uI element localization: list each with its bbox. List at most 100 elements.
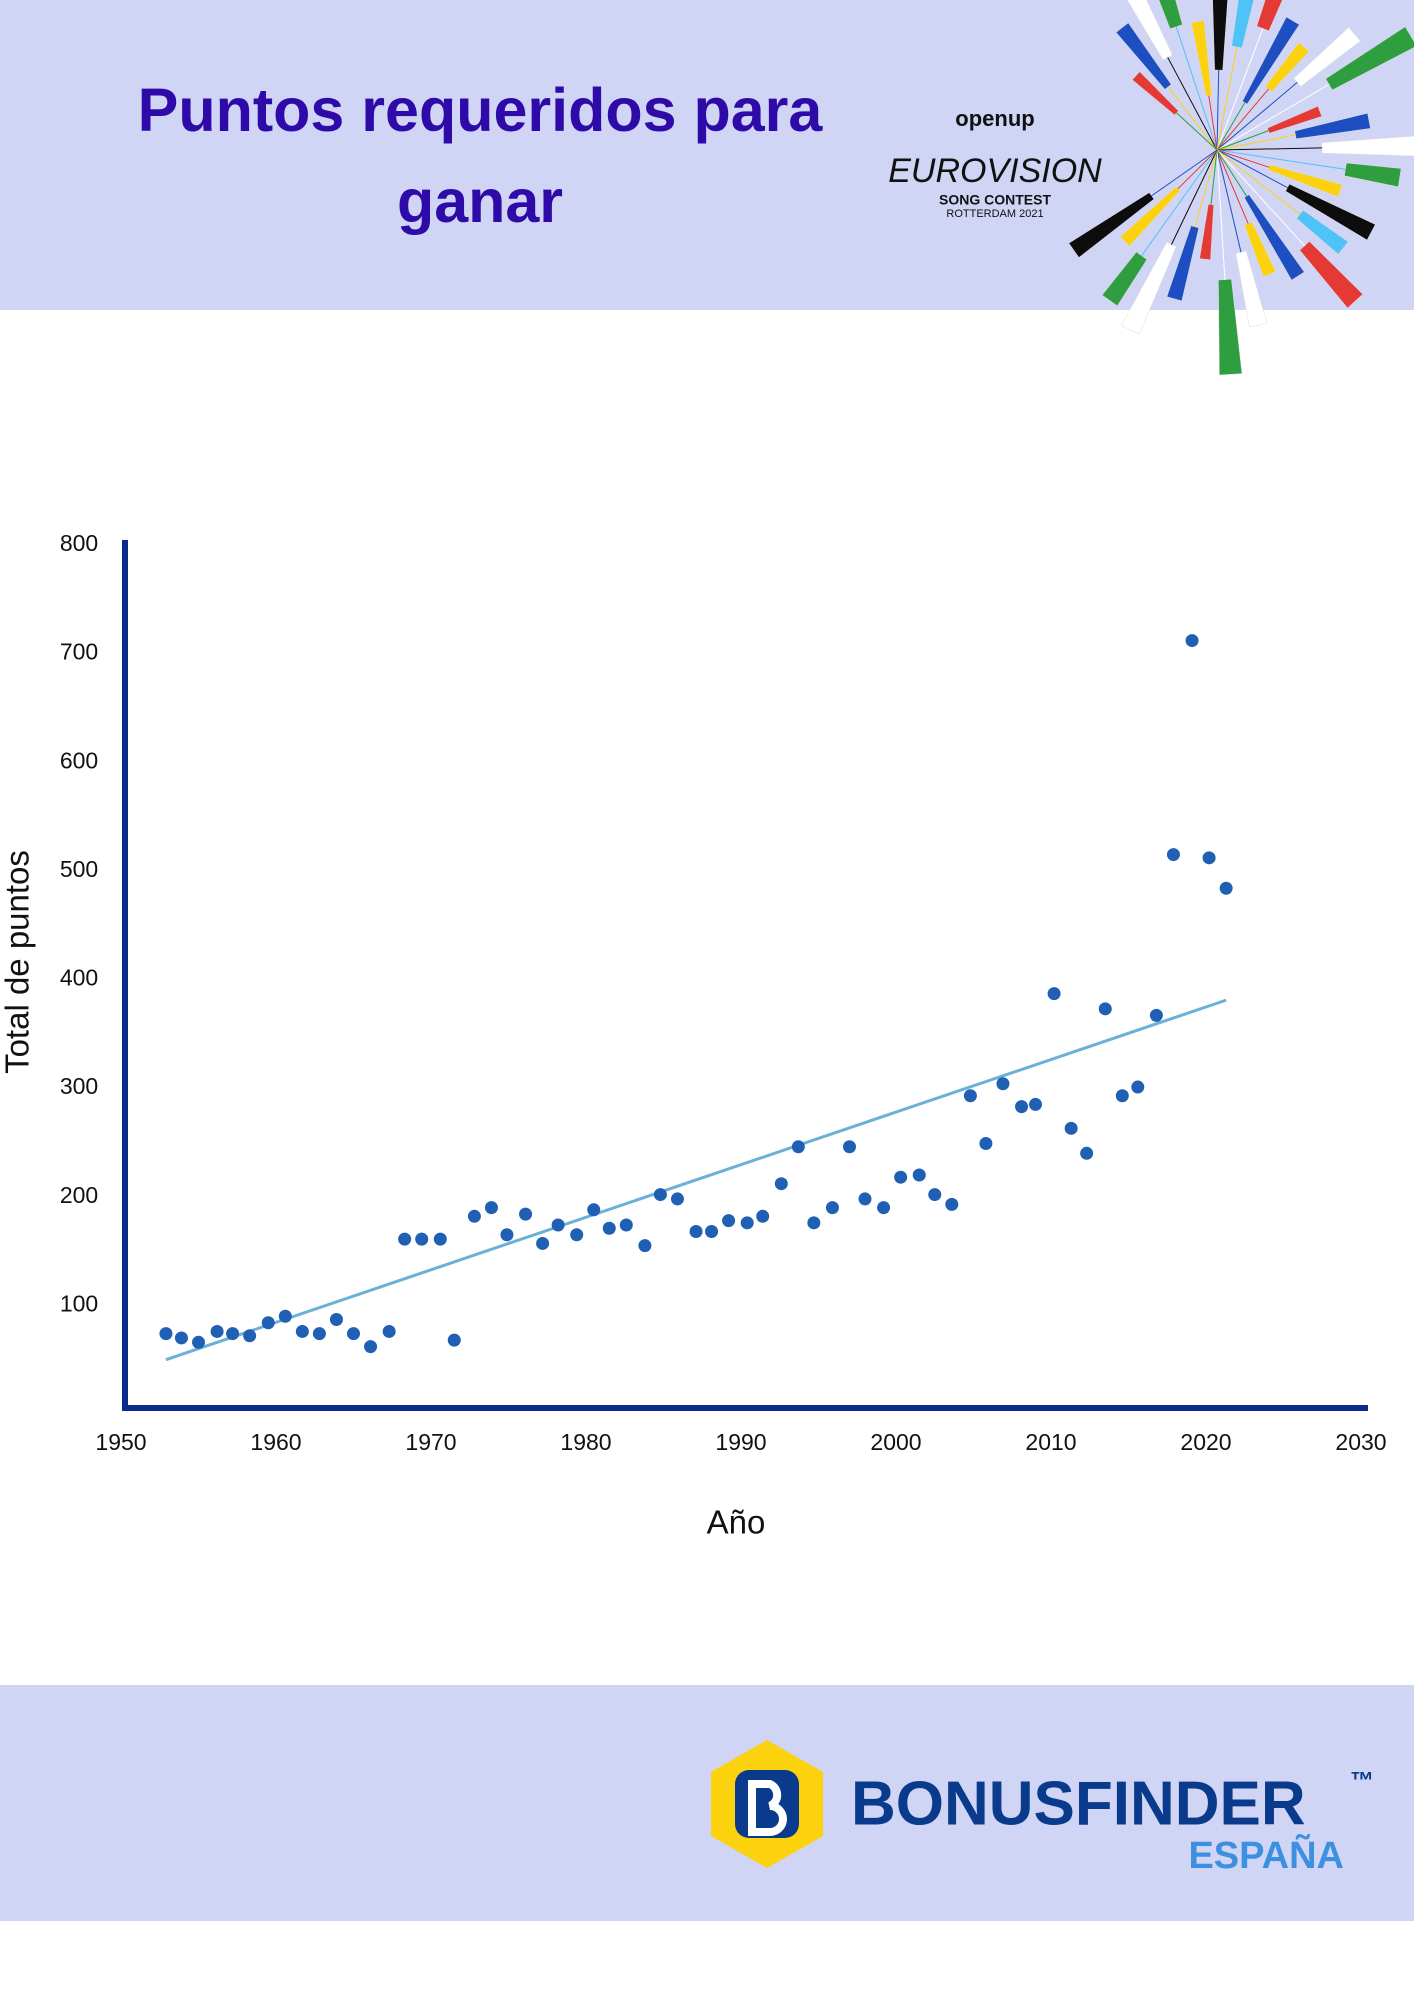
point bbox=[347, 1327, 360, 1341]
y-tick-label: 300 bbox=[60, 1073, 98, 1099]
point bbox=[619, 1218, 633, 1232]
burst-spoke bbox=[1216, 149, 1306, 247]
point bbox=[1047, 987, 1061, 1001]
point bbox=[364, 1340, 378, 1354]
burst-spoke bbox=[1216, 102, 1246, 151]
burst-ray bbox=[1244, 194, 1305, 281]
burst-ray bbox=[1296, 209, 1349, 255]
burst-spoke bbox=[1216, 149, 1248, 197]
burst-spoke bbox=[1194, 149, 1218, 228]
burst-ray bbox=[1191, 20, 1212, 97]
point bbox=[1115, 1089, 1129, 1103]
burst-ray bbox=[1101, 251, 1148, 307]
burst-spoke bbox=[1216, 149, 1301, 215]
burst-ray bbox=[1325, 26, 1414, 91]
logo-name: EUROVISION bbox=[888, 152, 1102, 190]
burst-spoke bbox=[1167, 86, 1218, 151]
point bbox=[243, 1329, 257, 1343]
footer-brand: BONUSFINDER bbox=[851, 1769, 1306, 1838]
chart: 100 200 300 400 500 600 700 800 1950 1960 1970 1980… bbox=[0, 530, 1387, 1541]
burst-spoke bbox=[1216, 149, 1270, 168]
starburst bbox=[1068, 0, 1414, 376]
burst-ray bbox=[1235, 250, 1268, 328]
point bbox=[329, 1312, 343, 1326]
point bbox=[226, 1327, 240, 1341]
burst-ray bbox=[1212, 0, 1228, 71]
burst-spoke bbox=[1177, 149, 1218, 190]
footer-band bbox=[0, 1685, 1414, 1921]
burst-ray bbox=[1199, 204, 1214, 261]
point bbox=[1015, 1100, 1029, 1114]
y-axis-title: Total de puntos bbox=[0, 850, 36, 1074]
point bbox=[1185, 634, 1199, 648]
x-tick-label: 1980 bbox=[560, 1429, 611, 1455]
burst-spoke bbox=[1216, 149, 1242, 253]
burst-spoke bbox=[1216, 46, 1238, 151]
burst-spoke bbox=[1216, 149, 1288, 189]
title-line: Puntos requeridos para bbox=[138, 76, 824, 144]
point bbox=[843, 1140, 856, 1154]
burst-ray bbox=[1120, 241, 1177, 335]
burst-ray bbox=[1244, 221, 1277, 278]
burst-spoke bbox=[1216, 149, 1249, 224]
burst-ray bbox=[1265, 42, 1310, 92]
burst-spoke bbox=[1141, 149, 1218, 257]
point bbox=[912, 1168, 926, 1182]
logo-place: ROTTERDAM 2021 bbox=[946, 208, 1043, 220]
point bbox=[551, 1218, 565, 1232]
burst-spoke bbox=[1210, 149, 1218, 205]
burst-spoke bbox=[1216, 83, 1330, 151]
point bbox=[447, 1333, 461, 1347]
point bbox=[398, 1232, 412, 1246]
point bbox=[653, 1188, 667, 1202]
point bbox=[587, 1203, 601, 1217]
x-tick-label: 1960 bbox=[250, 1429, 301, 1455]
footer-trademark: ™ bbox=[1350, 1767, 1374, 1794]
point bbox=[945, 1197, 959, 1211]
burst-spoke bbox=[1216, 130, 1269, 151]
x-axis-title: Año bbox=[707, 1504, 766, 1541]
burst-ray bbox=[1299, 241, 1364, 309]
point bbox=[484, 1201, 498, 1215]
burst-ray bbox=[1267, 164, 1343, 198]
burst-spoke bbox=[1216, 28, 1264, 151]
burst-ray bbox=[1131, 71, 1179, 116]
y-tick-label: 500 bbox=[60, 856, 98, 882]
point bbox=[192, 1335, 205, 1349]
point bbox=[722, 1214, 736, 1228]
burst-ray bbox=[1158, 0, 1183, 30]
point bbox=[174, 1331, 188, 1345]
burst-ray bbox=[1267, 105, 1323, 134]
point bbox=[1064, 1121, 1078, 1135]
y-tick-label: 200 bbox=[60, 1182, 98, 1208]
point bbox=[1098, 1002, 1112, 1016]
burst-ray bbox=[1242, 16, 1300, 105]
burst-spoke bbox=[1176, 112, 1218, 151]
burst-ray bbox=[1231, 0, 1255, 49]
burst-spoke bbox=[1216, 149, 1226, 280]
y-tick-label: 600 bbox=[60, 747, 98, 773]
burst-ray bbox=[1218, 278, 1243, 376]
y-tick-label: 100 bbox=[60, 1290, 98, 1316]
point bbox=[261, 1316, 275, 1330]
x-tick-label: 1950 bbox=[95, 1429, 146, 1455]
point bbox=[159, 1327, 173, 1341]
point bbox=[295, 1324, 309, 1338]
point bbox=[210, 1324, 224, 1338]
burst-ray bbox=[1321, 135, 1414, 157]
burst-ray bbox=[1293, 26, 1361, 87]
point bbox=[756, 1209, 770, 1223]
x-tick-label: 2020 bbox=[1180, 1429, 1231, 1455]
point bbox=[536, 1236, 550, 1250]
burst-ray bbox=[1119, 186, 1181, 247]
footer-logo-b bbox=[748, 1780, 787, 1836]
burst-ray bbox=[1256, 0, 1283, 32]
x-tick-label: 1990 bbox=[715, 1429, 766, 1455]
y-tick-label: 700 bbox=[60, 639, 98, 665]
point bbox=[382, 1324, 396, 1338]
point bbox=[705, 1225, 719, 1239]
y-tick-label: 400 bbox=[60, 965, 98, 991]
point bbox=[1219, 881, 1233, 895]
logo-brand: openup bbox=[955, 106, 1034, 131]
